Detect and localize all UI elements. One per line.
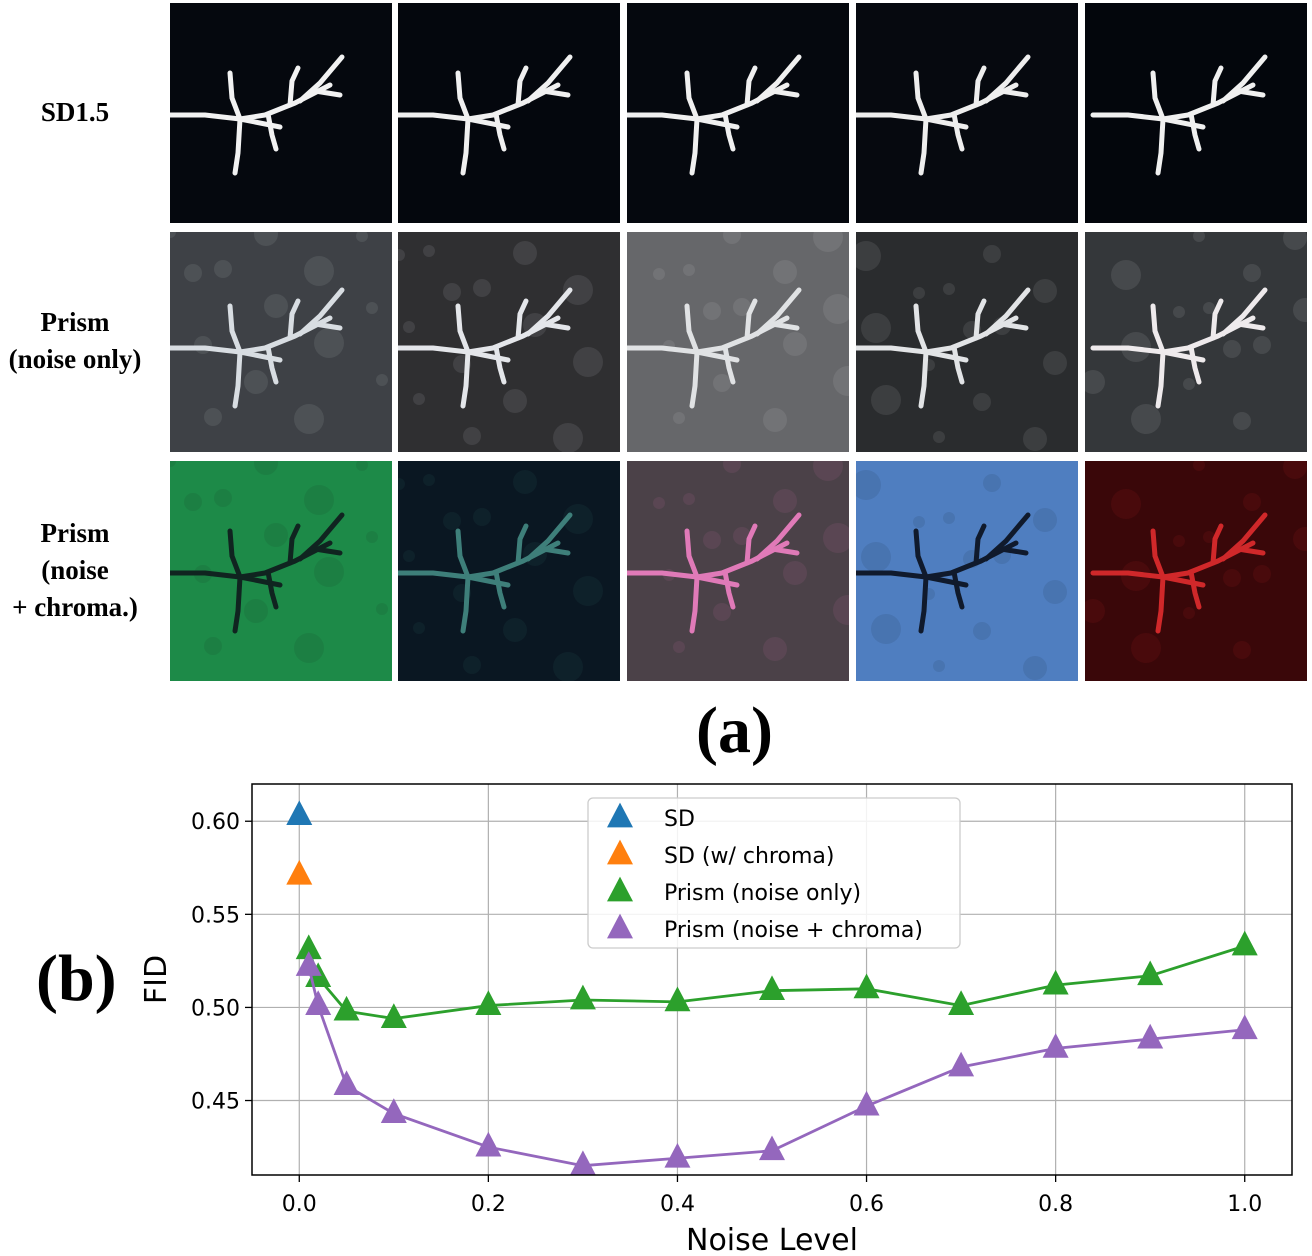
data-point: [948, 990, 975, 1015]
legend-marker: [607, 839, 633, 865]
data-point: [295, 934, 322, 960]
sample-image: [856, 3, 1078, 223]
x-axis-label: Noise Level: [686, 1223, 858, 1256]
sample-image: [627, 232, 849, 452]
row-label-line: (noise: [41, 554, 109, 585]
row-label: Prism (noise + chroma.): [0, 515, 150, 626]
data-point: [475, 990, 502, 1015]
sample-image: [398, 232, 620, 452]
legend-entry: SD (w/ chroma): [664, 844, 834, 869]
sample-image: [627, 461, 849, 681]
data-point: [1042, 969, 1069, 995]
data-point: [853, 973, 880, 999]
y-axis-label: FID: [139, 955, 174, 1004]
data-point: [380, 1098, 407, 1123]
series-line: [307, 966, 1245, 1168]
panel-a-label: (a): [696, 694, 773, 767]
row-label: SD1.5: [0, 94, 150, 131]
y-tick-label: 0.45: [191, 1090, 240, 1115]
data-point: [569, 984, 596, 1010]
legend-marker: [607, 913, 633, 939]
sample-image: [1085, 232, 1307, 452]
data-point: [475, 1131, 502, 1157]
legend-entry: SD: [664, 807, 695, 832]
legend-marker: [607, 802, 633, 828]
sample-image: [1085, 3, 1307, 223]
data-point: [305, 962, 332, 988]
data-point: [759, 1135, 785, 1161]
y-tick-label: 0.55: [191, 903, 240, 928]
data-point: [1137, 960, 1164, 986]
row-label: Prism (noise only): [0, 304, 150, 378]
row-label-line: Prism: [40, 307, 110, 337]
data-point: [1231, 930, 1258, 956]
data-point: [664, 986, 691, 1012]
data-point: [948, 1051, 975, 1077]
data-point: [286, 800, 313, 826]
x-tick-label: 0.8: [1038, 1192, 1073, 1217]
row-label-line: SD1.5: [40, 96, 110, 127]
row-label-line: (noise only): [8, 344, 142, 374]
data-point: [380, 1003, 407, 1028]
data-point: [1137, 1023, 1164, 1049]
sample-image: [170, 232, 392, 452]
plot-frame: [251, 783, 1293, 1176]
y-tick-label: 0.60: [191, 810, 240, 835]
sample-image: [1085, 461, 1307, 681]
sample-image: [170, 461, 392, 681]
x-tick-label: 0.2: [471, 1192, 506, 1217]
x-tick-label: 0.6: [849, 1192, 884, 1217]
legend-entry: Prism (noise + chroma): [664, 918, 923, 943]
data-point: [286, 859, 313, 885]
sample-image: [856, 232, 1078, 452]
data-point: [295, 951, 322, 976]
sample-image: [398, 461, 620, 681]
sample-image: [170, 3, 392, 223]
data-point: [305, 990, 332, 1015]
x-tick-label: 0.0: [282, 1192, 317, 1217]
legend-marker: [607, 876, 633, 902]
data-point: [759, 975, 785, 1001]
sample-image: [398, 3, 620, 223]
panel-b-label: (b): [36, 942, 117, 1015]
data-point: [333, 1070, 360, 1096]
legend-box: [587, 797, 961, 949]
y-tick-label: 0.50: [191, 996, 240, 1021]
data-point: [333, 995, 360, 1021]
data-point: [1231, 1014, 1258, 1040]
data-point: [569, 1150, 596, 1176]
x-tick-label: 1.0: [1227, 1192, 1262, 1217]
data-point: [1042, 1033, 1069, 1058]
row-label-line: + chroma.): [12, 591, 138, 622]
series-line: [307, 944, 1246, 1021]
row-label-line: Prism: [40, 517, 110, 548]
data-point: [853, 1090, 880, 1116]
sample-image: [856, 461, 1078, 681]
x-tick-label: 0.4: [660, 1192, 695, 1217]
legend-entry: Prism (noise only): [664, 881, 861, 906]
sample-image: [627, 3, 849, 223]
data-point: [664, 1142, 691, 1168]
